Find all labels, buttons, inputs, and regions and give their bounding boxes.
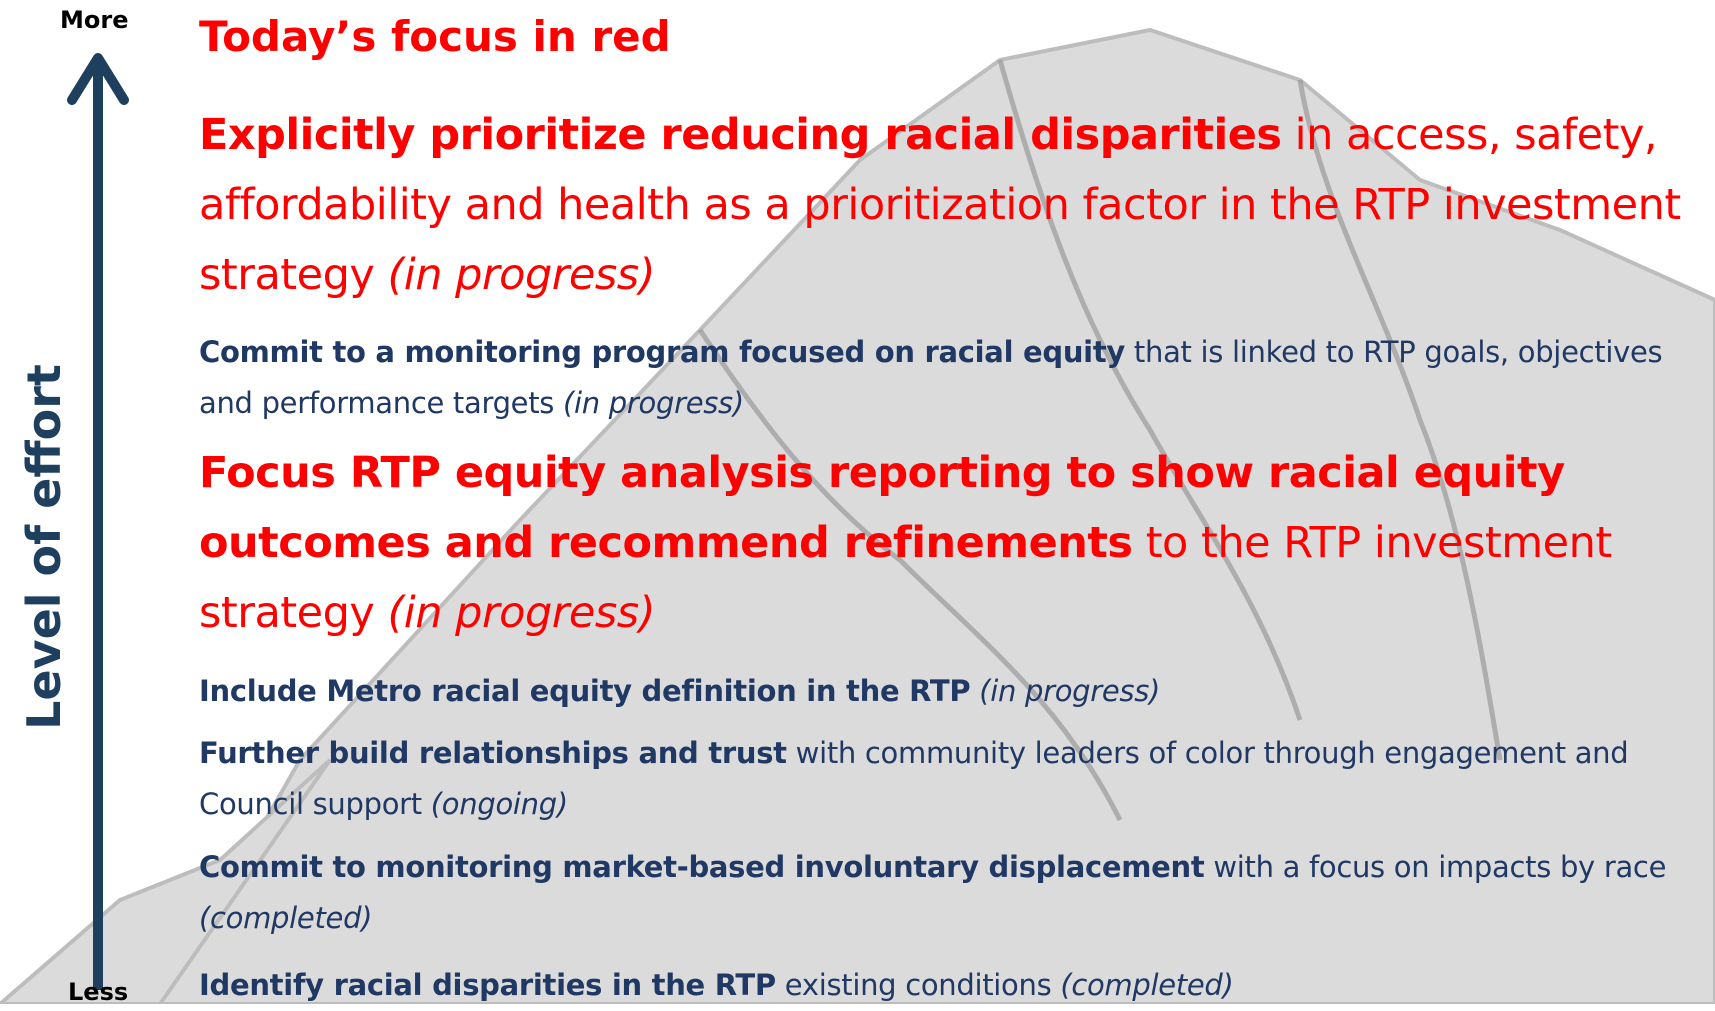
- item-bold: Include Metro racial equity definition i…: [199, 674, 970, 708]
- item-status: (in progress): [979, 674, 1160, 708]
- item-bold: Commit to a monitoring program focused o…: [199, 335, 1125, 369]
- item-status: (in progress): [388, 588, 655, 638]
- item-status: (completed): [1060, 968, 1233, 1002]
- item: Further build relationships and trust wi…: [199, 728, 1699, 830]
- title: Today’s focus in red: [199, 12, 671, 61]
- item-bold: Identify racial disparities in the RTP: [199, 968, 776, 1002]
- item: Focus RTP equity analysis reporting to s…: [199, 438, 1699, 648]
- item: Identify racial disparities in the RTP e…: [199, 960, 1699, 1011]
- item-status: (in progress): [388, 250, 655, 300]
- axis-bottom: Less: [68, 978, 128, 1006]
- item-text: with a focus on impacts by race: [1213, 850, 1666, 884]
- item: Include Metro racial equity definition i…: [199, 666, 1699, 717]
- item: Commit to a monitoring program focused o…: [199, 327, 1699, 429]
- item: Commit to monitoring market-based involu…: [199, 842, 1699, 944]
- slide: More Less Level of effort Today’s focus …: [0, 0, 1715, 1004]
- axis-top: More: [60, 6, 128, 34]
- item-bold: Further build relationships and trust: [199, 736, 787, 770]
- item-status: (ongoing): [431, 787, 568, 821]
- item-bold: Commit to monitoring market-based involu…: [199, 850, 1204, 884]
- item: Explicitly prioritize reducing racial di…: [199, 100, 1699, 310]
- item-text: existing conditions: [785, 968, 1052, 1002]
- axis-label: Level of effort: [17, 364, 71, 730]
- item-status: (completed): [199, 901, 372, 935]
- item-status: (in progress): [563, 386, 744, 420]
- item-bold: Explicitly prioritize reducing racial di…: [199, 110, 1282, 160]
